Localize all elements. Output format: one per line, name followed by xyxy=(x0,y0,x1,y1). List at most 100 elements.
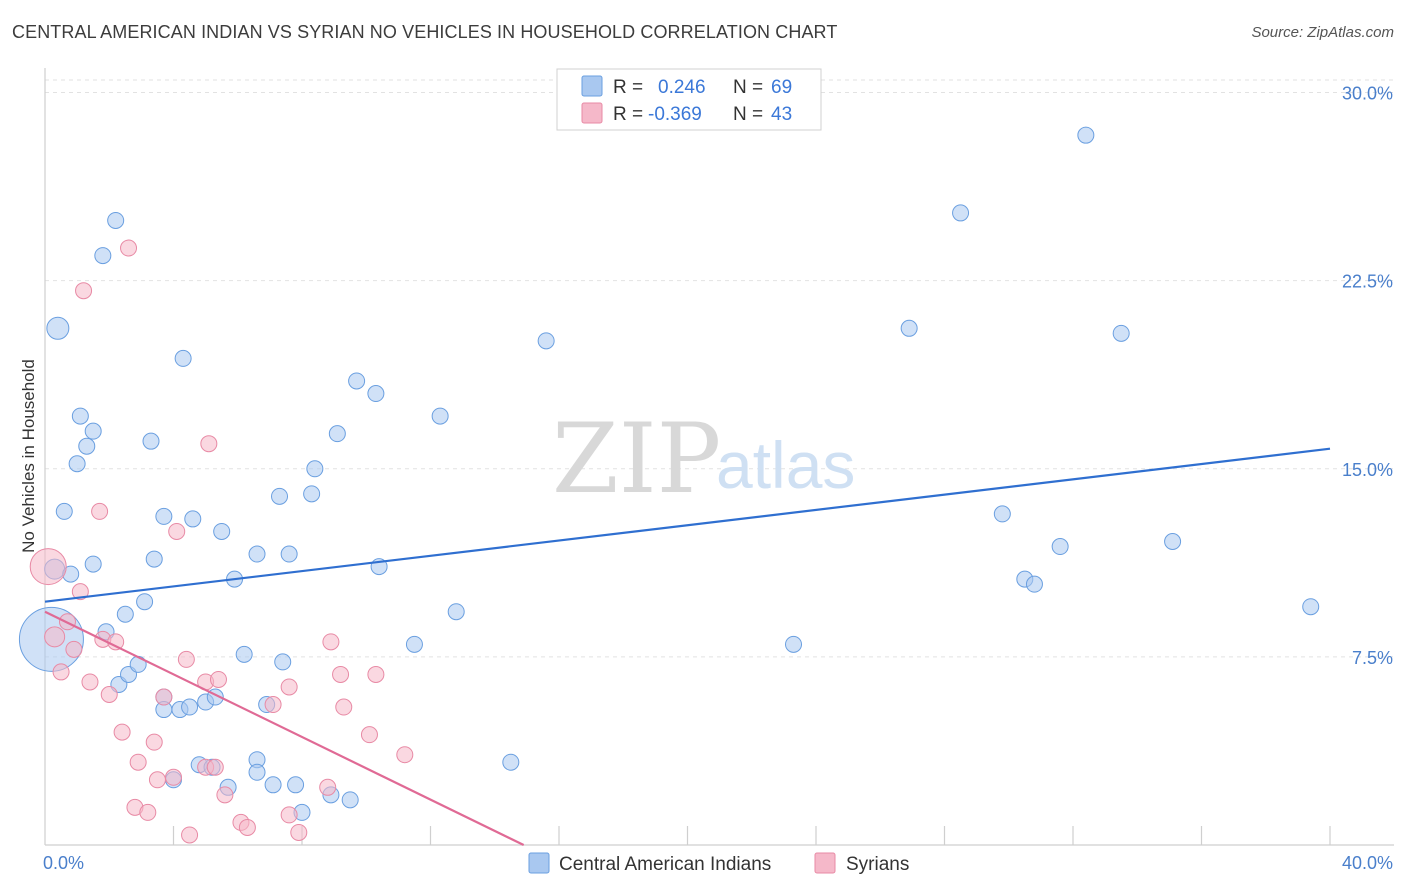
point-central-american-indians xyxy=(68,455,86,473)
point-central-american-indians xyxy=(142,432,160,450)
point-syrians xyxy=(75,282,93,300)
point-syrians xyxy=(209,670,227,688)
series-legend: Central American Indians Syrians xyxy=(528,852,909,875)
trend-lines xyxy=(44,447,1331,846)
point-central-american-indians xyxy=(328,425,346,443)
y-tick-label: 15.0% xyxy=(1342,460,1393,480)
point-central-american-indians xyxy=(55,502,73,520)
legend-n-value: 43 xyxy=(771,104,792,125)
point-syrians xyxy=(280,806,298,824)
correlation-legend: R = 0.246 N = 69 R = -0.369 N = 43 xyxy=(556,68,822,131)
point-central-american-indians xyxy=(213,522,231,540)
point-central-american-indians xyxy=(348,372,366,390)
point-syrians xyxy=(113,723,131,741)
point-central-american-indians xyxy=(271,487,289,505)
point-central-american-indians xyxy=(287,776,305,794)
y-axis-label: No Vehicles in Household xyxy=(19,359,38,553)
legend-n-label: N = xyxy=(733,77,763,98)
point-syrians xyxy=(206,758,224,776)
point-syrians xyxy=(322,633,340,651)
point-central-american-indians xyxy=(431,407,449,425)
point-syrians xyxy=(71,583,89,601)
point-central-american-indians xyxy=(303,485,321,503)
point-central-american-indians xyxy=(46,316,70,340)
x-tick-labels: 0.0% 40.0% xyxy=(43,853,1393,873)
point-central-american-indians xyxy=(1302,598,1320,616)
point-central-american-indians xyxy=(116,605,134,623)
point-syrians xyxy=(148,771,166,789)
point-syrians xyxy=(107,633,125,651)
point-syrians xyxy=(360,726,378,744)
legend-r-value: -0.369 xyxy=(648,104,702,125)
point-syrians xyxy=(91,502,109,520)
point-central-american-indians xyxy=(502,753,520,771)
watermark-zip: ZIP xyxy=(552,403,721,515)
point-central-american-indians xyxy=(78,437,96,455)
legend-swatch-blue xyxy=(581,75,603,97)
point-syrians xyxy=(165,768,182,786)
point-syrians xyxy=(52,663,70,681)
point-central-american-indians xyxy=(107,211,125,229)
legend-swatch-central-american-indians xyxy=(528,852,550,874)
legend-r-value: 0.246 xyxy=(658,77,706,98)
point-central-american-indians xyxy=(155,507,173,525)
legend-swatch-syrians xyxy=(814,852,836,874)
point-central-american-indians xyxy=(248,763,266,781)
point-central-american-indians xyxy=(84,422,102,440)
point-central-american-indians xyxy=(537,332,555,350)
point-central-american-indians xyxy=(94,247,112,265)
point-syrians xyxy=(155,688,173,706)
point-syrians xyxy=(29,548,67,586)
trend-line-central-american-indians xyxy=(44,447,1331,603)
y-tick-label: 30.0% xyxy=(1342,84,1393,104)
point-central-american-indians xyxy=(174,349,192,367)
point-central-american-indians xyxy=(1164,533,1182,551)
point-syrians xyxy=(120,239,138,257)
point-syrians xyxy=(280,678,298,696)
point-central-american-indians xyxy=(993,505,1011,523)
legend-n-label: N = xyxy=(733,104,763,125)
point-syrians xyxy=(367,665,385,683)
point-syrians xyxy=(335,698,353,716)
point-central-american-indians xyxy=(145,550,163,568)
legend-swatch-pink xyxy=(581,102,603,124)
chart-title: CENTRAL AMERICAN INDIAN VS SYRIAN NO VEH… xyxy=(12,22,838,42)
point-central-american-indians xyxy=(1077,126,1095,144)
point-central-american-indians xyxy=(264,776,282,794)
x-tick-label: 0.0% xyxy=(43,853,84,873)
point-central-american-indians xyxy=(84,555,102,573)
point-central-american-indians xyxy=(341,791,359,809)
point-syrians xyxy=(216,786,234,804)
point-syrians xyxy=(200,435,218,453)
point-syrians xyxy=(65,640,83,658)
point-central-american-indians xyxy=(1051,538,1069,556)
point-syrians xyxy=(145,733,163,751)
point-central-american-indians xyxy=(405,635,423,653)
point-central-american-indians xyxy=(1112,324,1130,342)
point-syrians xyxy=(100,686,118,704)
point-syrians xyxy=(177,650,195,668)
point-central-american-indians xyxy=(447,603,465,621)
x-tick-label: 40.0% xyxy=(1342,853,1393,873)
point-syrians xyxy=(168,522,186,540)
point-central-american-indians xyxy=(1025,575,1043,593)
point-syrians xyxy=(81,673,99,691)
axes xyxy=(44,68,1394,846)
point-central-american-indians xyxy=(306,460,324,478)
point-central-american-indians xyxy=(136,593,154,611)
watermark-atlas: atlas xyxy=(716,428,855,502)
point-syrians xyxy=(319,778,337,796)
point-central-american-indians xyxy=(367,385,385,403)
gridlines xyxy=(45,79,1394,658)
point-syrians xyxy=(139,803,157,821)
legend-r-label: R = xyxy=(613,104,643,125)
legend-label-central-american-indians: Central American Indians xyxy=(559,854,771,875)
source-credit: Source: ZipAtlas.com xyxy=(1251,24,1394,41)
legend-label-syrians: Syrians xyxy=(846,854,909,875)
trend-line-syrians xyxy=(44,610,525,846)
y-tick-label: 7.5% xyxy=(1352,648,1393,668)
point-central-american-indians xyxy=(900,319,918,337)
point-central-american-indians xyxy=(184,510,202,528)
point-central-american-indians xyxy=(181,698,199,716)
